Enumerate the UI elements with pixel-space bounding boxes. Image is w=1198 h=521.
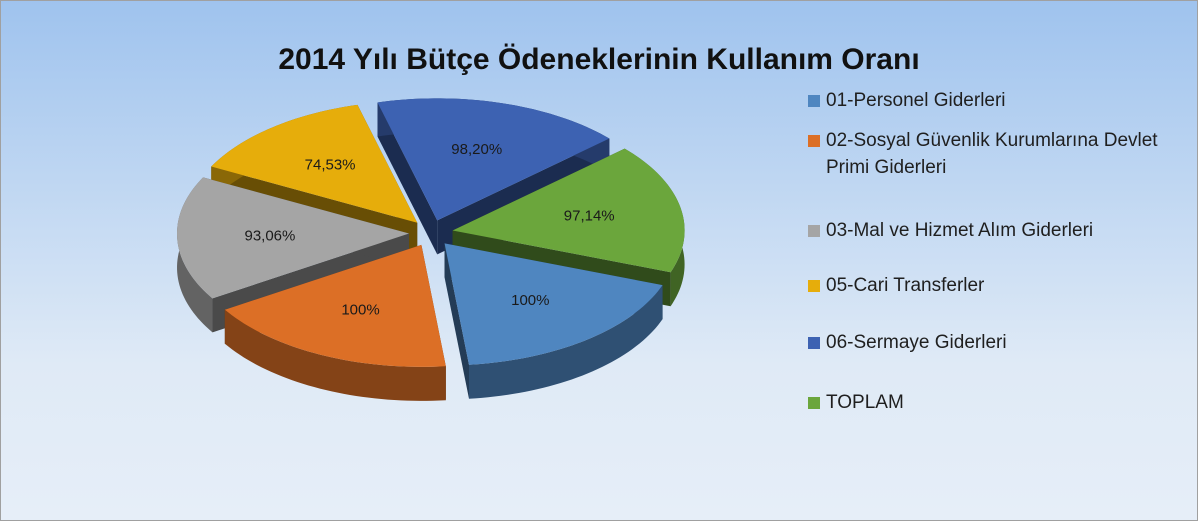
legend-label: TOPLAM xyxy=(826,392,904,413)
slice-wall xyxy=(224,309,446,401)
data-label: 97,14% xyxy=(564,207,615,224)
legend-swatch xyxy=(808,225,820,237)
legend-item: 06-Sermaye Giderleri xyxy=(806,329,1007,356)
legend-label: 02-Sosyal Güvenlik Kurumlarına Devlet Pr… xyxy=(826,130,1158,178)
data-label: 93,06% xyxy=(244,227,295,244)
legend-label: 05-Cari Transferler xyxy=(826,275,985,296)
legend-item: TOPLAM xyxy=(806,389,904,416)
data-label: 74,53% xyxy=(305,157,356,174)
pie-slice-group: 100% xyxy=(224,244,446,401)
legend-item: 05-Cari Transferler xyxy=(806,272,984,299)
legend-item: 03-Mal ve Hizmet Alım Giderleri xyxy=(806,217,1093,244)
legend-swatch xyxy=(808,397,820,409)
legend-swatch xyxy=(808,95,820,107)
legend-swatch xyxy=(808,135,820,147)
pie-slice xyxy=(224,244,446,367)
legend-label: 06-Sermaye Giderleri xyxy=(826,332,1007,353)
legend-label: 01-Personel Giderleri xyxy=(826,90,1006,111)
slice-side xyxy=(377,102,438,255)
pie-slice-group: 100% xyxy=(444,243,663,399)
pie-slice xyxy=(452,148,685,273)
pie-slice xyxy=(444,243,663,365)
legend-item: 02-Sosyal Güvenlik Kurumlarına Devlet Pr… xyxy=(806,127,1186,181)
slice-side xyxy=(444,243,469,399)
pie-slice xyxy=(211,104,418,223)
data-label: 100% xyxy=(511,292,549,309)
pie-slice xyxy=(377,98,610,221)
legend-label: 03-Mal ve Hizmet Alım Giderleri xyxy=(826,220,1094,241)
chart-title: 2014 Yılı Bütçe Ödeneklerinin Kullanım O… xyxy=(278,43,919,76)
data-label: 98,20% xyxy=(451,141,502,158)
legend-item: 01-Personel Giderleri xyxy=(806,87,1006,114)
legend-swatch xyxy=(808,280,820,292)
data-label: 100% xyxy=(341,302,379,319)
slice-wall xyxy=(468,285,663,399)
legend-swatch xyxy=(808,337,820,349)
pie-slice xyxy=(177,177,410,299)
